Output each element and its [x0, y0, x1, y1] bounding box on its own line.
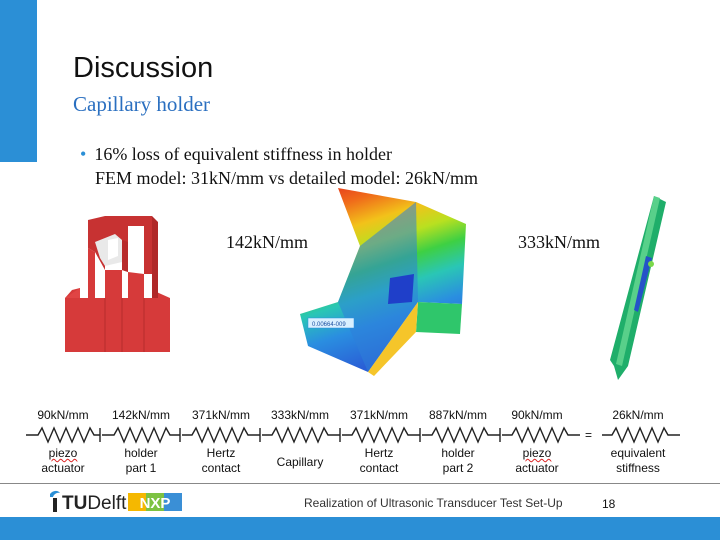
svg-text:NXP: NXP	[140, 495, 171, 512]
fem-tag-label: 0.00664-009	[312, 322, 346, 328]
spring-7-label: piezo actuator	[515, 446, 559, 475]
capillary-stiffness-label: 333kN/mm	[518, 232, 601, 252]
spring-equivalent-stiffness: 26kN/mm	[612, 408, 664, 422]
tudelft-logo: TUDelft	[62, 493, 127, 514]
spring-chain-diagram	[26, 426, 680, 444]
spring-6	[422, 426, 500, 444]
capillary-model-image	[610, 196, 666, 380]
spring-7-stiffness: 90kN/mm	[511, 408, 563, 422]
spring-4	[262, 426, 340, 444]
nxp-logo: NXP	[128, 493, 182, 512]
accent-bar	[0, 0, 37, 162]
fem-model-image: 0.00664-009	[300, 188, 466, 376]
equals-sign: =	[585, 428, 593, 442]
page-number: 18	[602, 497, 616, 511]
footer-title: Realization of Ultrasonic Transducer Tes…	[304, 496, 563, 510]
bullet-subline: FEM model: 31kN/mm vs detailed model: 26…	[95, 168, 478, 188]
spring-5-stiffness: 371kN/mm	[349, 408, 408, 422]
holder-stiffness-label: 142kN/mm	[226, 232, 309, 252]
spring-6-stiffness: 887kN/mm	[428, 408, 487, 422]
spring-equivalent	[602, 426, 680, 444]
bullet-icon: •	[80, 144, 87, 164]
spring-2-stiffness: 142kN/mm	[111, 408, 170, 422]
spring-5	[342, 426, 420, 444]
spring-1	[26, 426, 100, 444]
spring-1-stiffness: 90kN/mm	[37, 408, 89, 422]
holder-model-image	[65, 216, 170, 352]
bullet-text: 16% loss of equivalent stiffness in hold…	[94, 144, 392, 164]
spring-7	[502, 426, 580, 444]
footer-divider	[0, 483, 720, 484]
bottom-accent-bar	[0, 517, 720, 540]
slide-title: Discussion	[73, 52, 214, 84]
bullet-list: • 16% loss of equivalent stiffness in hol…	[80, 142, 478, 190]
spring-3	[182, 426, 260, 444]
tudelft-flame-icon	[50, 490, 60, 512]
spring-6-label: holder part 2	[441, 446, 475, 475]
spring-1-label: piezo actuator	[41, 446, 85, 475]
spring-3-stiffness: 371kN/mm	[191, 408, 250, 422]
bullet-item: • 16% loss of equivalent stiffness in hol…	[80, 142, 478, 166]
slide-subtitle: Capillary holder	[73, 92, 211, 116]
spring-4-label: Capillary	[276, 455, 324, 469]
spring-2	[102, 426, 180, 444]
spring-4-stiffness: 333kN/mm	[270, 408, 329, 422]
spring-5-label: Hertz contact	[359, 446, 399, 475]
spring-equivalent-label: equivalent stiffness	[610, 446, 666, 475]
spring-3-label: Hertz contact	[201, 446, 241, 475]
spring-2-label: holder part 1	[124, 446, 158, 475]
